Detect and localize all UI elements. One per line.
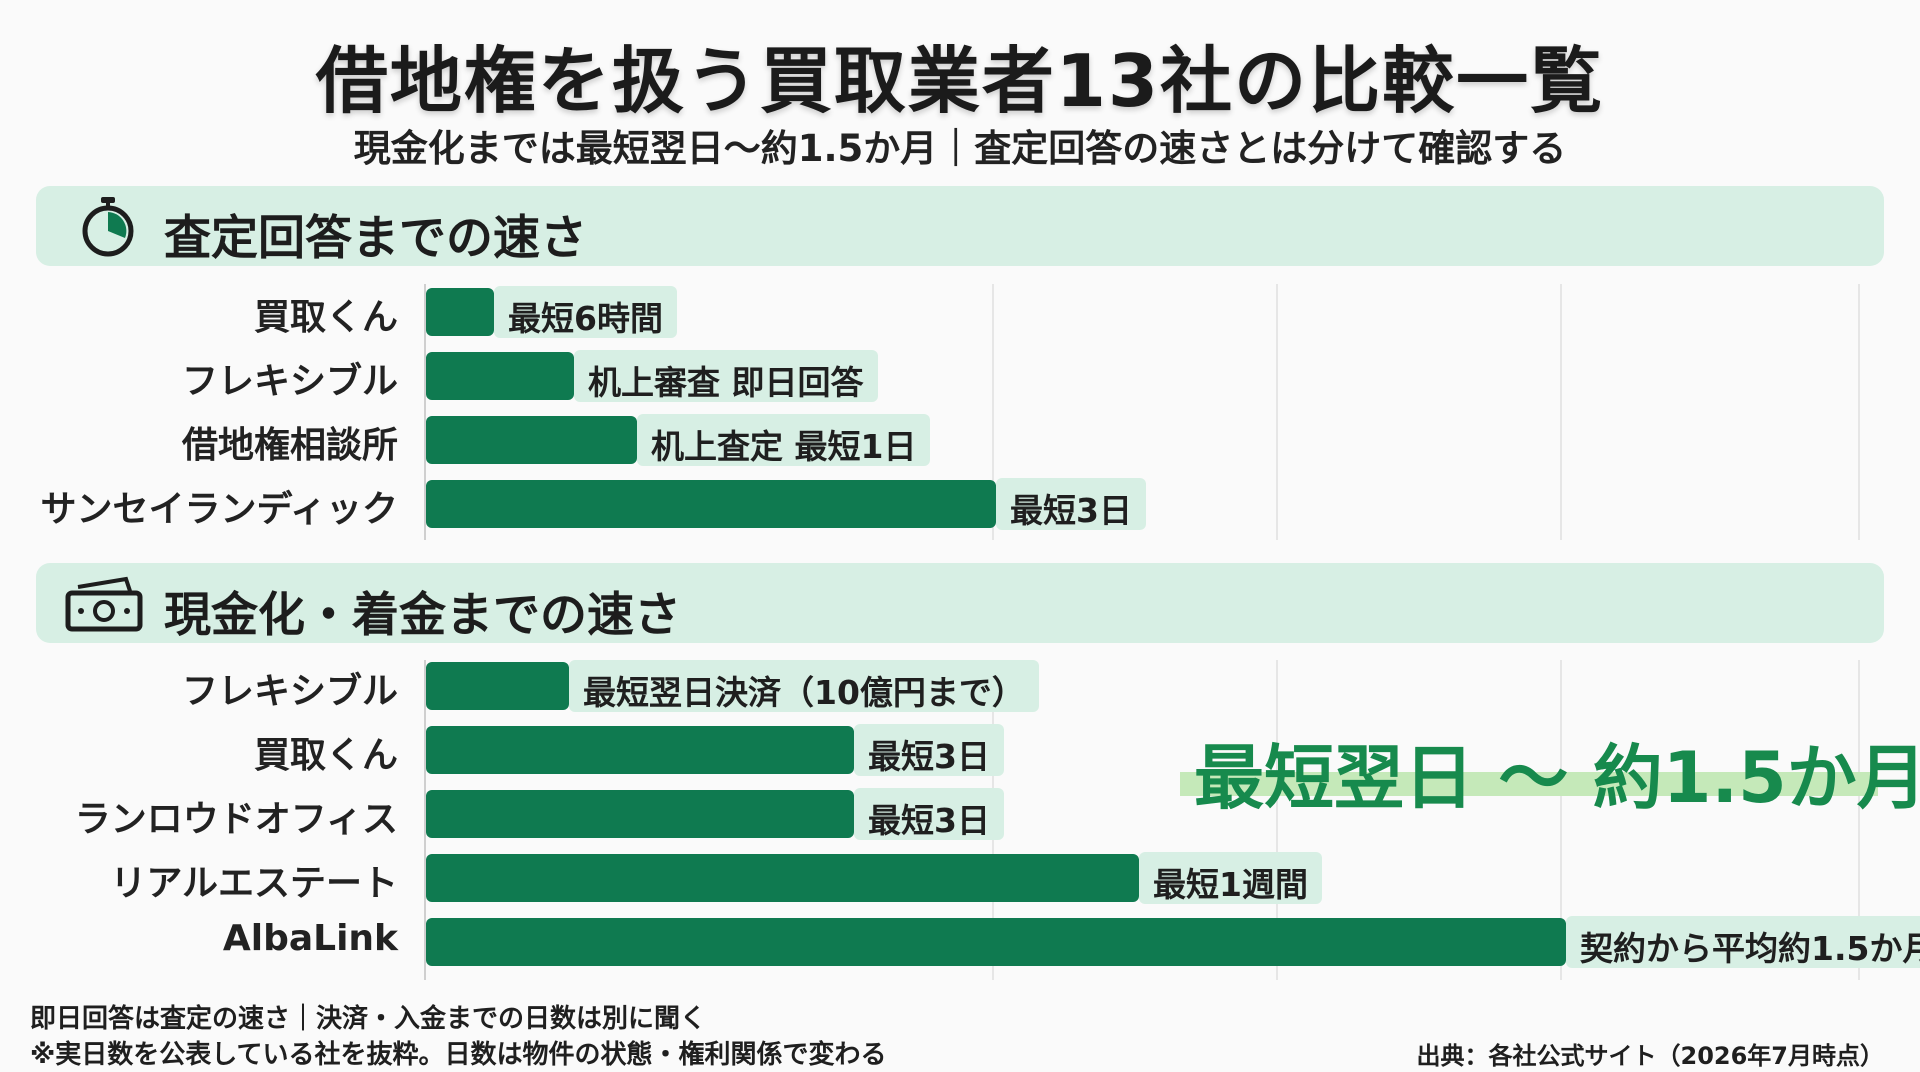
category-label: ランロウドオフィス [74, 799, 398, 840]
category-label: リアルエステート [110, 863, 398, 904]
category-label: 借地権相談所 [181, 425, 398, 466]
data-label: 最短6時間 [494, 286, 677, 338]
callout-text: 最短翌日 〜 約1.5か月 [1194, 737, 1920, 819]
plot-grid [0, 284, 1920, 540]
bar [426, 352, 574, 400]
grid-line [1560, 284, 1562, 540]
category-label: フレキシブル [181, 361, 398, 402]
bar [426, 854, 1139, 902]
data-label: 最短1週間 [1139, 852, 1322, 904]
axis-line [424, 660, 426, 980]
section-header-cash: 現金化・着金までの速さ [36, 563, 1884, 643]
chart-title: 借地権を扱う買取業者13社の比較一覧 [315, 39, 1605, 123]
section-title: 現金化・着金までの速さ [164, 588, 681, 643]
bar [426, 480, 996, 528]
category-label: フレキシブル [181, 671, 398, 712]
bar [426, 662, 569, 710]
category-label: サンセイランディック [40, 489, 398, 530]
data-label: 最短翌日決済（10億円まで） [569, 660, 1039, 712]
bar [426, 790, 854, 838]
grid-line [1276, 284, 1278, 540]
range-callout: 最短翌日 〜 約1.5か月 [1180, 722, 1920, 819]
axis-line [424, 284, 426, 540]
footnote-1: 即日回答は査定の速さ｜決済・入金までの日数は別に聞く [30, 1004, 707, 1034]
chart-subtitle: 現金化までは最短翌日〜約1.5か月｜査定回答の速さとは分けて確認する [353, 127, 1567, 170]
stopwatch-icon [82, 197, 134, 257]
source-note: 出典：各社公式サイト（2026年7月時点） [1416, 1042, 1885, 1070]
section-title: 査定回答までの速さ [164, 211, 587, 266]
bar [426, 416, 637, 464]
data-label: 最短3日 [854, 788, 1004, 840]
data-label: 最短3日 [996, 478, 1146, 530]
footnote-2: ※実日数を公表している社を抜粋。日数は物件の状態・権利関係で変わる [30, 1040, 887, 1070]
section-header-appraisal: 査定回答までの速さ [36, 186, 1884, 266]
grid-line [1858, 660, 1860, 980]
bar [426, 288, 494, 336]
category-label: 買取くん [253, 735, 398, 776]
data-label: 契約から平均約1.5か月 [1566, 916, 1920, 968]
grid-line [1276, 660, 1278, 980]
bar [426, 918, 1566, 966]
cash-icon [65, 576, 143, 632]
category-label: AlbaLink [222, 918, 398, 959]
category-label: 買取くん [253, 297, 398, 338]
grid-line [1560, 660, 1562, 980]
data-label: 机上審査 即日回答 [574, 350, 878, 402]
grid-line [1858, 284, 1860, 540]
callout-highlight [1180, 772, 1878, 796]
data-label: 最短3日 [854, 724, 1004, 776]
data-label: 机上査定 最短1日 [637, 414, 931, 466]
grid-line [992, 284, 994, 540]
bar [426, 726, 854, 774]
